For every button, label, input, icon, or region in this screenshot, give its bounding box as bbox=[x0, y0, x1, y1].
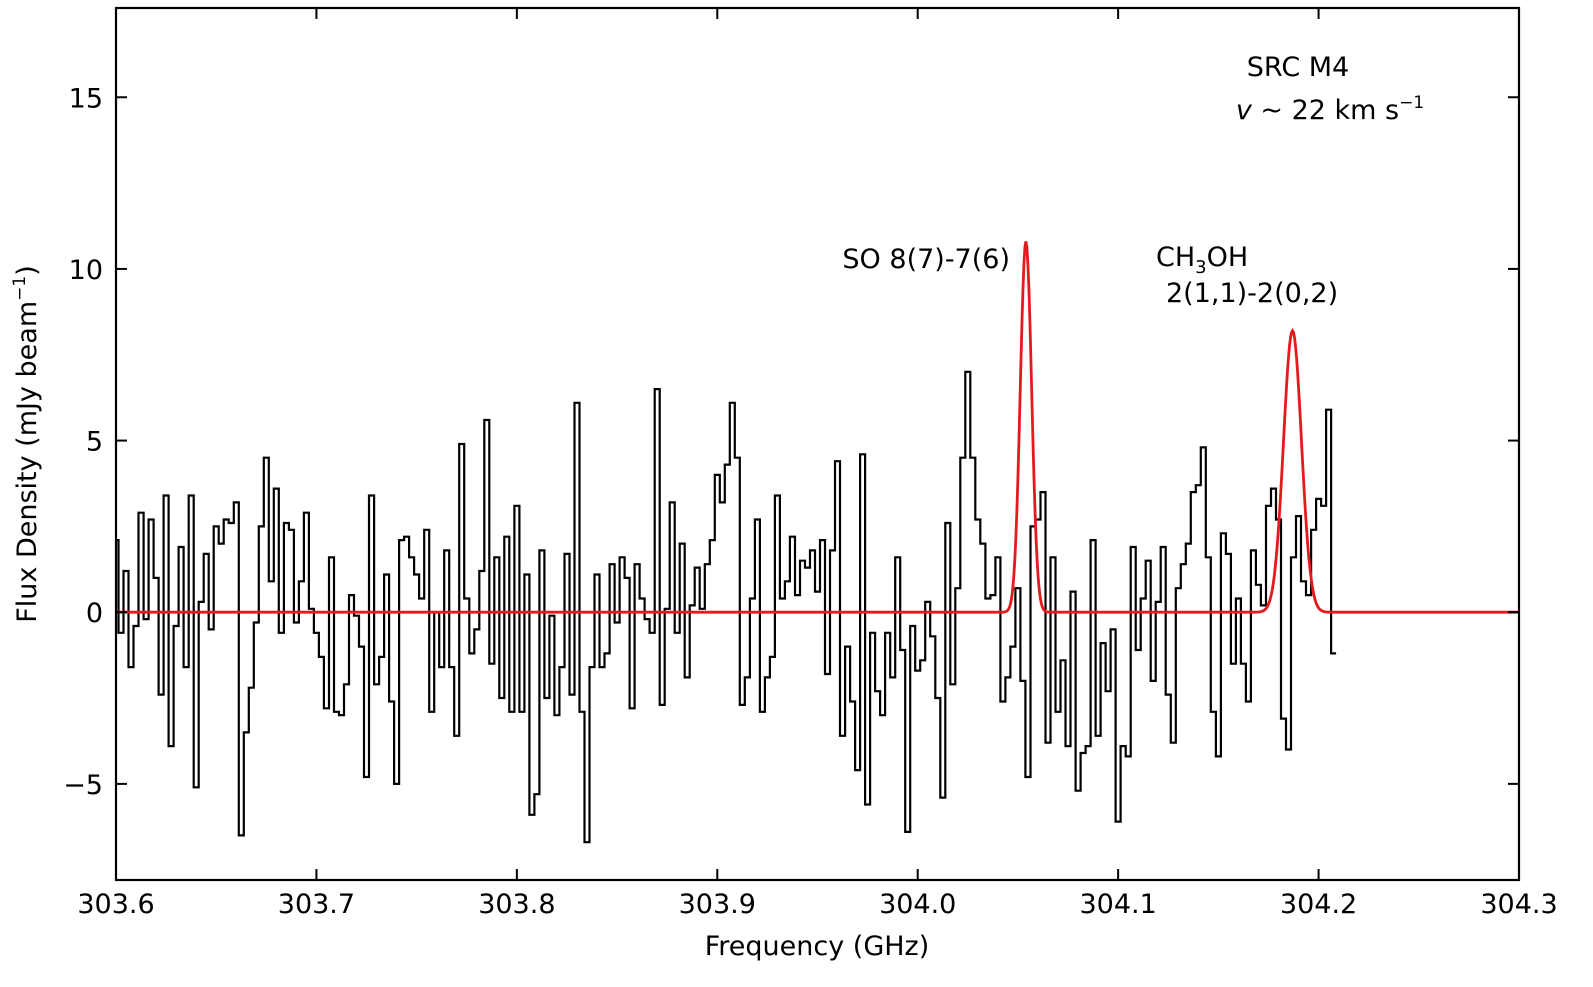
velocity-label: v ~ 22 km s−1 bbox=[1236, 93, 1424, 126]
x-axis-title: Frequency (GHz) bbox=[705, 931, 930, 962]
ticks bbox=[115, 8, 1520, 880]
y-tick-label: 5 bbox=[86, 427, 103, 458]
y-axis-title: Flux Density (mJy beam−1) bbox=[10, 265, 43, 623]
x-tick-label: 304.0 bbox=[879, 889, 956, 920]
ch3oh-label: CH3OH bbox=[1156, 242, 1248, 278]
tick-labels: 303.6 303.7 303.8 303.9 304.0 304.1 304.2 304.3… bbox=[63, 83, 1557, 920]
y-axis-title-unit-exponent: −1 bbox=[10, 276, 30, 301]
y-tick-label: 0 bbox=[86, 598, 103, 629]
ch3oh-transition-label: 2(1,1)-2(0,2) bbox=[1166, 278, 1338, 309]
plot-area bbox=[116, 241, 1519, 844]
gaussian-fit-series bbox=[116, 241, 1519, 614]
x-tick-label: 304.2 bbox=[1280, 889, 1357, 920]
x-tick-label: 304.1 bbox=[1079, 889, 1156, 920]
x-tick-label: 303.6 bbox=[77, 889, 154, 920]
x-tick-label: 303.8 bbox=[478, 889, 555, 920]
y-tick-label: 15 bbox=[69, 83, 103, 114]
y-tick-label: 10 bbox=[69, 255, 103, 286]
so-line-label: SO 8(7)-7(6) bbox=[842, 244, 1010, 275]
ch3oh-subscript: 3 bbox=[1195, 257, 1206, 278]
source-label: SRC M4 bbox=[1247, 52, 1349, 83]
x-tick-label: 304.3 bbox=[1480, 889, 1557, 920]
axes-frame bbox=[114, 6, 1521, 882]
x-tick-label: 303.9 bbox=[679, 889, 756, 920]
spectrum-series bbox=[116, 370, 1337, 844]
y-tick-label: −5 bbox=[63, 770, 103, 801]
x-tick-label: 303.7 bbox=[278, 889, 355, 920]
velocity-unit-exponent: −1 bbox=[1399, 93, 1424, 113]
